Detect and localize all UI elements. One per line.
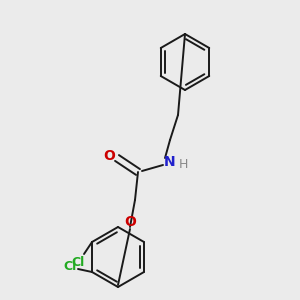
Text: Cl: Cl bbox=[63, 260, 76, 274]
Text: Cl: Cl bbox=[71, 256, 85, 268]
Text: H: H bbox=[178, 158, 188, 170]
Text: N: N bbox=[164, 155, 176, 169]
Text: O: O bbox=[103, 149, 115, 163]
Text: O: O bbox=[124, 215, 136, 229]
